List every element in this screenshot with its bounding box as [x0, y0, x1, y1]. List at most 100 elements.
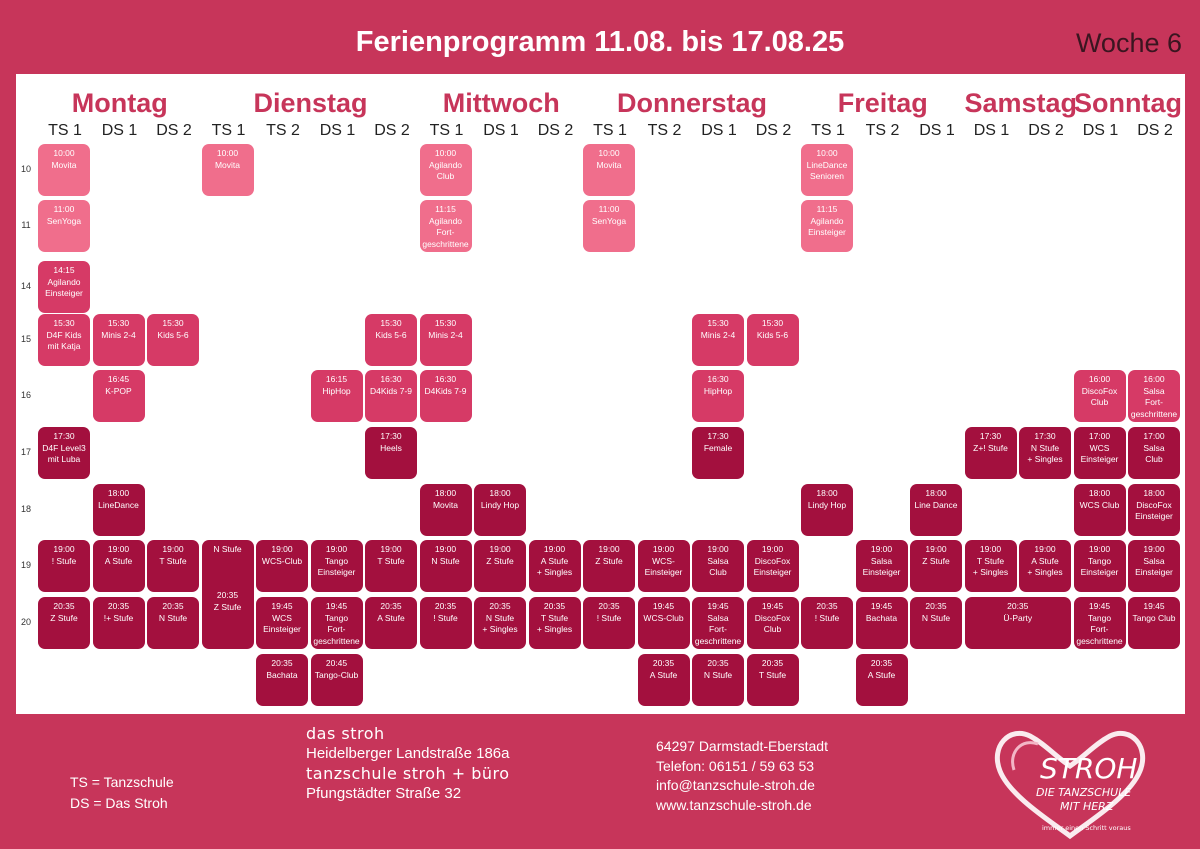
class-name: Club: [763, 624, 782, 634]
class-slot[interactable]: 20:35 T Stufe + Singles: [528, 597, 581, 649]
column-header: DS 2: [1137, 122, 1173, 139]
class-slot[interactable]: 16:00 Salsa Fort-geschrittene: [1128, 370, 1180, 422]
class-slot[interactable]: 18:00 Movita: [419, 484, 472, 536]
class-slot[interactable]: 20:35 N Stufe: [147, 597, 199, 649]
class-slot[interactable]: 20:45 Tango-Club: [310, 654, 363, 706]
class-slot[interactable]: 15:30 Kids 5-6: [365, 314, 417, 366]
class-slot[interactable]: 20:35! Stufe: [801, 597, 853, 649]
class-slot[interactable]: 15:30 Minis 2-4: [92, 314, 145, 366]
class-slot[interactable]: 20:35 N Stufe: [692, 654, 744, 706]
class-time: 20:35: [816, 601, 838, 611]
class-slot[interactable]: 11:15 Agilando Einsteiger: [801, 200, 853, 252]
class-slot[interactable]: 19:00 Tango Einsteiger: [310, 540, 363, 592]
class-slot[interactable]: 20:35 N Stufe + Singles: [474, 597, 526, 649]
class-slot[interactable]: 19:45 DiscoFox Club: [746, 597, 799, 649]
class-name: Tango-Club: [314, 669, 359, 680]
class-slot[interactable]: 17:00 Salsa Club: [1128, 427, 1180, 479]
class-slot[interactable]: 18:00 DiscoFox Einsteiger: [1128, 484, 1180, 536]
class-slot[interactable]: 19:00 A Stufe + Singles: [1019, 540, 1071, 592]
class-slot[interactable]: 17:30 N Stufe + Singles: [1019, 427, 1071, 479]
class-name: Einsteiger: [753, 567, 792, 577]
class-slot[interactable]: 18:00 WCS Club: [1073, 484, 1126, 536]
class-slot[interactable]: 19:00 Salsa Einsteiger: [855, 540, 908, 592]
class-slot[interactable]: 10:00 Agilando Club: [419, 144, 472, 196]
class-slot[interactable]: 16:15 HipHop: [310, 370, 363, 422]
class-slot[interactable]: 20:35 !+ Stufe: [92, 597, 145, 649]
class-slot[interactable]: 18:00 Lindy Hop: [801, 484, 853, 536]
class-time: 18:00: [107, 488, 130, 498]
class-slot[interactable]: 11:15 Agilando Fort-geschrittene: [419, 200, 472, 252]
class-name: Agilando: [428, 159, 463, 170]
class-slot[interactable]: 15:30 Minis 2-4: [692, 314, 744, 366]
class-slot[interactable]: 20:35 A Stufe: [365, 597, 417, 649]
class-slot[interactable]: 16:45 K-POP: [92, 370, 145, 422]
class-slot[interactable]: 20:35 N Stufe: [910, 597, 962, 649]
class-slot[interactable]: 20:35 T Stufe: [746, 654, 799, 706]
class-slot[interactable]: 20:35 A Stufe: [855, 654, 908, 706]
class-name: Einsteiger: [263, 624, 301, 634]
class-slot[interactable]: 19:00 WCS- Einsteiger: [637, 540, 690, 592]
class-slot[interactable]: 17:30 Heels: [365, 427, 417, 479]
class-slot[interactable]: 19:00 N Stufe: [419, 540, 472, 592]
class-slot[interactable]: 20:35! Stufe: [583, 597, 635, 649]
class-slot[interactable]: 19:00 Salsa Einsteiger: [1128, 540, 1180, 592]
contact-website[interactable]: www.tanzschule-stroh.de: [656, 796, 812, 813]
class-slot[interactable]: 10:00 LineDance Senioren: [801, 144, 853, 196]
class-slot[interactable]: 18:00 Lindy Hop: [474, 484, 526, 536]
contact-email[interactable]: info@tanzschule-stroh.de: [656, 777, 815, 793]
class-slot[interactable]: 19:45 Salsa Fort-geschrittene: [692, 597, 744, 649]
class-time: 19:00: [380, 544, 402, 554]
class-slot[interactable]: 20:35! Stufe: [419, 597, 472, 649]
class-slot[interactable]: 15:30 D4F Kids mit Katja: [38, 314, 90, 366]
class-slot[interactable]: 19:00 Salsa Club: [692, 540, 744, 592]
class-slot[interactable]: 10:00 Movita: [201, 144, 254, 196]
class-time: 19:00: [543, 544, 566, 554]
class-slot[interactable]: 19:45 WCS Einsteiger: [256, 597, 308, 649]
class-slot[interactable]: 14:15 Agilando Einsteiger: [38, 261, 90, 313]
class-slot[interactable]: 20:35 A Stufe: [637, 654, 690, 706]
class-time: 20:35: [107, 601, 130, 611]
class-slot[interactable]: 19:00 A Stufe + Singles: [528, 540, 581, 592]
class-slot[interactable]: 17:30 Female: [692, 427, 744, 479]
class-slot[interactable]: 20:35 Bachata: [256, 654, 308, 706]
class-slot[interactable]: 17:30 Z+! Stufe: [964, 427, 1017, 479]
class-slot[interactable]: 20:35 Ü-Party: [964, 597, 1071, 649]
class-slot[interactable]: 19:00 Z Stufe: [474, 540, 526, 592]
class-slot[interactable]: 19:00 Z Stufe: [583, 540, 635, 592]
class-slot[interactable]: 15:30 Kids 5-6: [746, 314, 799, 366]
class-slot[interactable]: 19:45 Bachata: [855, 597, 908, 649]
class-slot[interactable]: 16:30 HipHop: [692, 370, 744, 422]
class-slot[interactable]: 11:00 SenYoga: [583, 200, 635, 252]
class-slot[interactable]: 19:00 T Stufe + Singles: [964, 540, 1017, 592]
legend: TS = Tanzschule DS = Das Stroh: [70, 772, 174, 814]
class-slot[interactable]: 19:45 Tango Club: [1128, 597, 1180, 649]
class-slot[interactable]: 19:00 T Stufe: [147, 540, 199, 592]
class-slot[interactable]: 19:00 DiscoFox Einsteiger: [746, 540, 799, 592]
class-slot[interactable]: 10:00 Movita: [38, 144, 90, 196]
class-slot[interactable]: 15:30 Minis 2-4: [419, 314, 472, 366]
class-slot[interactable]: 19:45 WCS-Club: [637, 597, 690, 649]
class-slot[interactable]: 20:35 Z Stufe: [38, 597, 90, 649]
class-time: 19:00: [707, 544, 729, 554]
class-slot[interactable]: 19:45 Tango Fort-geschrittene: [310, 597, 363, 649]
class-slot[interactable]: N Stufe 20:35 Z Stufe: [201, 540, 254, 649]
class-slot[interactable]: 19:00 A Stufe: [92, 540, 145, 592]
class-name: N Stufe: [921, 612, 951, 623]
class-slot[interactable]: 16:30 D4Kids 7-9: [365, 370, 417, 422]
class-slot[interactable]: 16:30 D4Kids 7-9: [419, 370, 472, 422]
class-slot[interactable]: 19:00 WCS-Club: [256, 540, 308, 592]
class-slot[interactable]: 16:00 DiscoFox Club: [1073, 370, 1126, 422]
class-slot[interactable]: 19:00! Stufe: [38, 540, 90, 592]
class-slot[interactable]: 18:00 Line Dance: [910, 484, 962, 536]
class-slot[interactable]: 18:00 LineDance: [92, 484, 145, 536]
class-slot[interactable]: 19:45 Tango Fort-geschrittene: [1073, 597, 1126, 649]
class-slot[interactable]: 10:00 Movita: [583, 144, 635, 196]
class-slot[interactable]: 17:30 D4F Level3 mit Luba: [38, 427, 90, 479]
class-slot[interactable]: 11:00 SenYoga: [38, 200, 90, 252]
class-name: DiscoFox: [1136, 499, 1172, 510]
class-slot[interactable]: 15:30 Kids 5-6: [147, 314, 199, 366]
class-slot[interactable]: 19:00 Tango Einsteiger: [1073, 540, 1126, 592]
class-slot[interactable]: 19:00 T Stufe: [365, 540, 417, 592]
class-slot[interactable]: 19:00 Z Stufe: [910, 540, 962, 592]
class-slot[interactable]: 17:00 WCS Einsteiger: [1073, 427, 1126, 479]
